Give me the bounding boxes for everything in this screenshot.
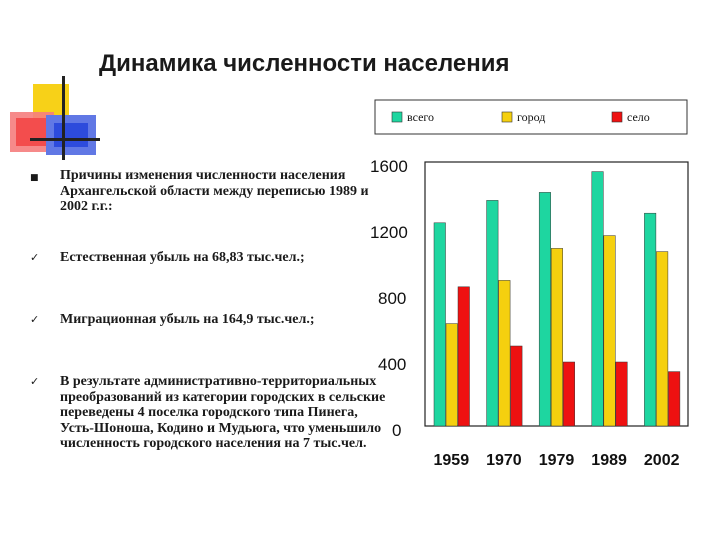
y-tick-label: 0: [392, 421, 401, 440]
legend-swatch: [611, 111, 623, 123]
bar-село-1959: [457, 286, 470, 427]
bullet-text: Естественная убыль на 68,83 тыс.чел.;: [60, 250, 305, 265]
decor-horizontal-line: [30, 138, 100, 141]
square-bullet-icon: ■: [30, 173, 39, 183]
bullet-item: ■ Причины изменения численности населени…: [26, 168, 390, 215]
bar-всего-1970: [486, 200, 499, 427]
check-bullet-icon: ✓: [30, 251, 40, 264]
bar-село-2002: [668, 371, 681, 427]
y-tick-label: 800: [378, 289, 406, 308]
legend-label: село: [627, 110, 650, 124]
bullet-item: ✓ Естественная убыль на 68,83 тыс.чел.;: [26, 250, 390, 266]
bullet-item: ✓ Миграционная убыль на 164,9 тыс.чел.;: [26, 312, 390, 328]
bullet-text: Миграционная убыль на 164,9 тыс.чел.;: [60, 312, 315, 327]
bar-всего-1979: [538, 192, 551, 427]
bar-село-1989: [615, 361, 628, 427]
bar-город-1970: [498, 280, 511, 427]
bullet-text: В результате административно-территориал…: [60, 374, 386, 451]
bullet-text: Причины изменения численности населения …: [60, 168, 369, 214]
x-tick-label: 1989: [591, 452, 627, 469]
page-title: Динамика численности населения: [99, 50, 510, 77]
x-tick-label: 1959: [434, 452, 470, 469]
bar-город-1979: [550, 248, 563, 427]
y-tick-label: 1600: [370, 157, 408, 176]
y-tick-label: 1200: [370, 223, 408, 242]
bar-город-1989: [603, 235, 616, 427]
x-tick-label: 1979: [539, 452, 575, 469]
bar-всего-1989: [591, 171, 604, 427]
y-tick-label: 400: [378, 355, 406, 374]
bar-всего-1959: [433, 222, 446, 427]
legend-box: [374, 99, 688, 135]
legend-label: всего: [407, 110, 434, 124]
bullet-item: ✓ В результате административно-территори…: [26, 374, 390, 452]
bar-город-1959: [445, 323, 458, 427]
x-tick-label: 1970: [486, 452, 522, 469]
legend-label: город: [517, 110, 545, 124]
decor-vertical-line: [62, 76, 65, 160]
check-bullet-icon: ✓: [30, 313, 40, 326]
bar-город-2002: [656, 251, 669, 427]
legend-swatch: [501, 111, 513, 123]
decor-blue-square: [46, 115, 96, 155]
bar-село-1970: [510, 345, 523, 427]
legend-swatch: [391, 111, 403, 123]
bar-всего-2002: [644, 212, 657, 427]
bar-село-1979: [562, 361, 575, 427]
x-tick-label: 2002: [644, 452, 680, 469]
check-bullet-icon: ✓: [30, 375, 40, 388]
